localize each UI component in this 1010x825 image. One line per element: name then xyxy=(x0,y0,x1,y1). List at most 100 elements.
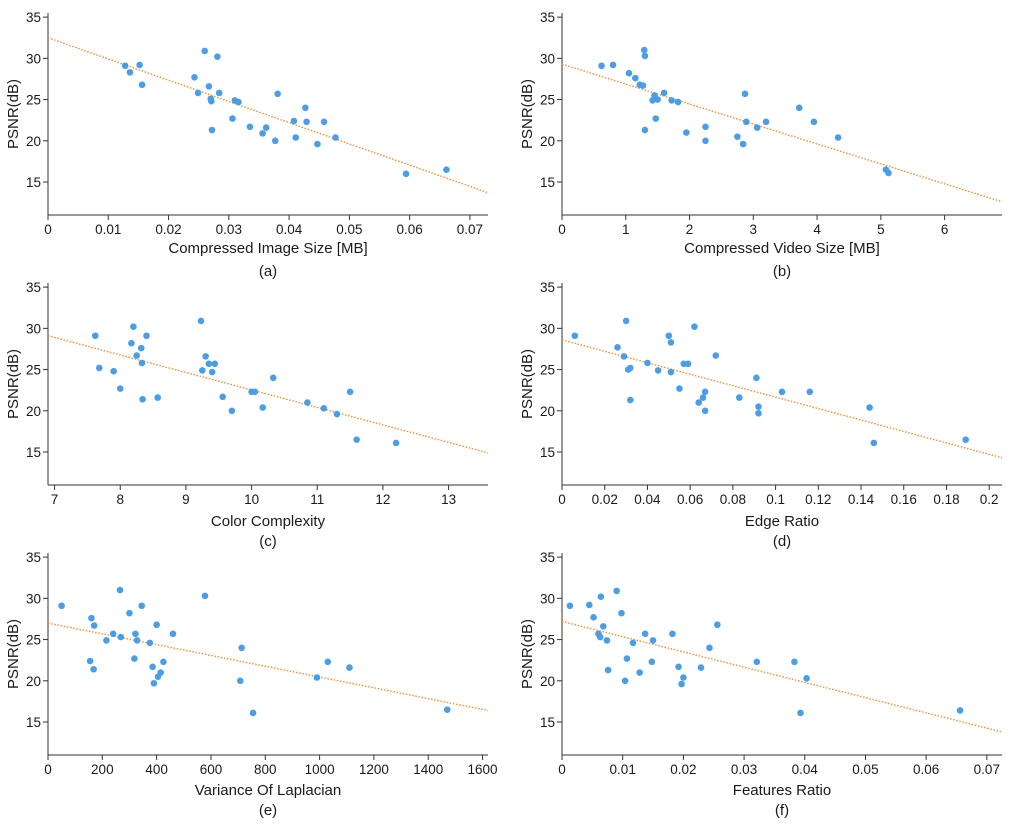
x-tick-label: 0.14 xyxy=(848,492,875,507)
data-point xyxy=(675,663,682,671)
data-point xyxy=(597,593,605,600)
y-tick-label: 15 xyxy=(540,175,555,190)
data-point xyxy=(640,46,648,54)
x-tick-label: 0.04 xyxy=(634,492,661,507)
data-point xyxy=(654,96,661,103)
y-tick-label: 35 xyxy=(540,550,555,565)
data-point xyxy=(332,134,339,141)
data-point xyxy=(202,353,209,360)
y-tick-label: 35 xyxy=(540,10,555,25)
x-tick-label: 10 xyxy=(244,492,259,507)
data-point xyxy=(137,344,145,352)
y-tick-label: 25 xyxy=(26,93,41,108)
data-point xyxy=(126,609,133,617)
y-axis-title: PSNR(dB) xyxy=(5,349,22,419)
data-point xyxy=(143,332,150,340)
x-tick-label: 1000 xyxy=(305,762,335,777)
data-point xyxy=(684,360,692,368)
data-point xyxy=(205,83,213,90)
x-tick-label: 0.03 xyxy=(216,222,242,237)
data-point xyxy=(116,385,124,392)
data-point xyxy=(205,360,213,368)
data-point xyxy=(90,665,97,673)
data-point xyxy=(566,602,574,610)
y-tick-label: 35 xyxy=(26,10,41,25)
data-point xyxy=(292,134,300,141)
data-point xyxy=(753,124,761,131)
data-point xyxy=(169,630,177,638)
x-tick-label: 0 xyxy=(558,492,566,507)
data-point xyxy=(636,669,643,676)
data-point xyxy=(648,658,656,666)
data-point xyxy=(644,359,651,367)
data-point xyxy=(649,637,657,644)
data-point xyxy=(590,614,597,621)
data-point xyxy=(139,395,146,403)
x-tick-label: 9 xyxy=(182,492,190,507)
data-point xyxy=(128,339,135,347)
data-point xyxy=(235,98,242,106)
x-tick-label: 0.05 xyxy=(852,762,878,777)
y-tick-label: 20 xyxy=(26,134,41,149)
data-point xyxy=(604,666,612,674)
chart-panel-c: 7 8 9 10 11 12 13 15 20 25 30 35 PSNR(dB) Color Compl… xyxy=(5,280,489,550)
data-point xyxy=(667,368,675,376)
data-point xyxy=(132,630,139,638)
x-tick-label: 0.02 xyxy=(155,222,181,237)
y-axis-title: PSNR(dB) xyxy=(5,79,22,149)
data-point xyxy=(735,394,743,401)
data-point xyxy=(734,133,741,140)
x-tick-label: 0.04 xyxy=(792,762,819,777)
x-tick-label: 0 xyxy=(44,762,52,777)
data-point xyxy=(613,587,620,595)
data-point xyxy=(702,137,709,145)
data-point xyxy=(654,367,662,374)
data-point xyxy=(680,674,687,681)
data-point xyxy=(571,332,579,340)
data-point xyxy=(641,52,649,60)
x-tick-label: 0.08 xyxy=(720,492,746,507)
data-point xyxy=(741,90,749,98)
data-point xyxy=(596,633,604,641)
data-point xyxy=(649,97,656,104)
data-point xyxy=(702,123,709,131)
x-axis-title: Variance Of Laplacian xyxy=(195,782,341,799)
x-tick-label: 8 xyxy=(116,492,124,507)
chart-panel-b: 0 1 2 3 4 5 6 15 20 25 30 35 PSNR(dB) Compressed Vide… xyxy=(519,10,1003,280)
data-point xyxy=(91,332,99,340)
panel-label: (f) xyxy=(775,802,789,819)
y-tick-label: 15 xyxy=(26,715,41,730)
x-tick-label: 1400 xyxy=(413,762,443,777)
data-point xyxy=(803,675,810,682)
x-tick-label: 1 xyxy=(622,222,630,237)
data-point xyxy=(755,409,762,417)
data-point xyxy=(208,126,216,134)
data-point xyxy=(665,332,673,340)
data-point xyxy=(211,360,219,368)
data-point xyxy=(753,374,760,382)
y-tick-label: 15 xyxy=(540,715,555,730)
trend-line xyxy=(561,63,1003,203)
data-point xyxy=(133,352,140,359)
x-tick-label: 0.1 xyxy=(766,492,785,507)
data-point xyxy=(603,637,611,644)
x-tick-label: 0.03 xyxy=(731,762,757,777)
data-point xyxy=(246,123,254,131)
data-point xyxy=(110,367,117,375)
x-tick-label: 0 xyxy=(558,222,566,237)
y-axis-title: PSNR(dB) xyxy=(5,619,22,689)
data-point xyxy=(599,623,607,630)
data-point xyxy=(674,98,682,106)
chart-panel-a: 0 0.01 0.02 0.03 0.04 0.05 0.06 0.07 15 20 25 30 35 P… xyxy=(5,10,489,280)
data-point xyxy=(313,674,321,681)
x-tick-label: 0.06 xyxy=(913,762,939,777)
data-point xyxy=(208,97,215,105)
data-point xyxy=(236,677,244,685)
data-point xyxy=(274,90,281,98)
data-point xyxy=(138,81,146,89)
y-tick-label: 20 xyxy=(26,404,41,419)
x-tick-label: 13 xyxy=(441,492,456,507)
x-tick-label: 0.02 xyxy=(592,492,618,507)
y-tick-label: 30 xyxy=(540,591,555,606)
data-point xyxy=(620,353,628,360)
